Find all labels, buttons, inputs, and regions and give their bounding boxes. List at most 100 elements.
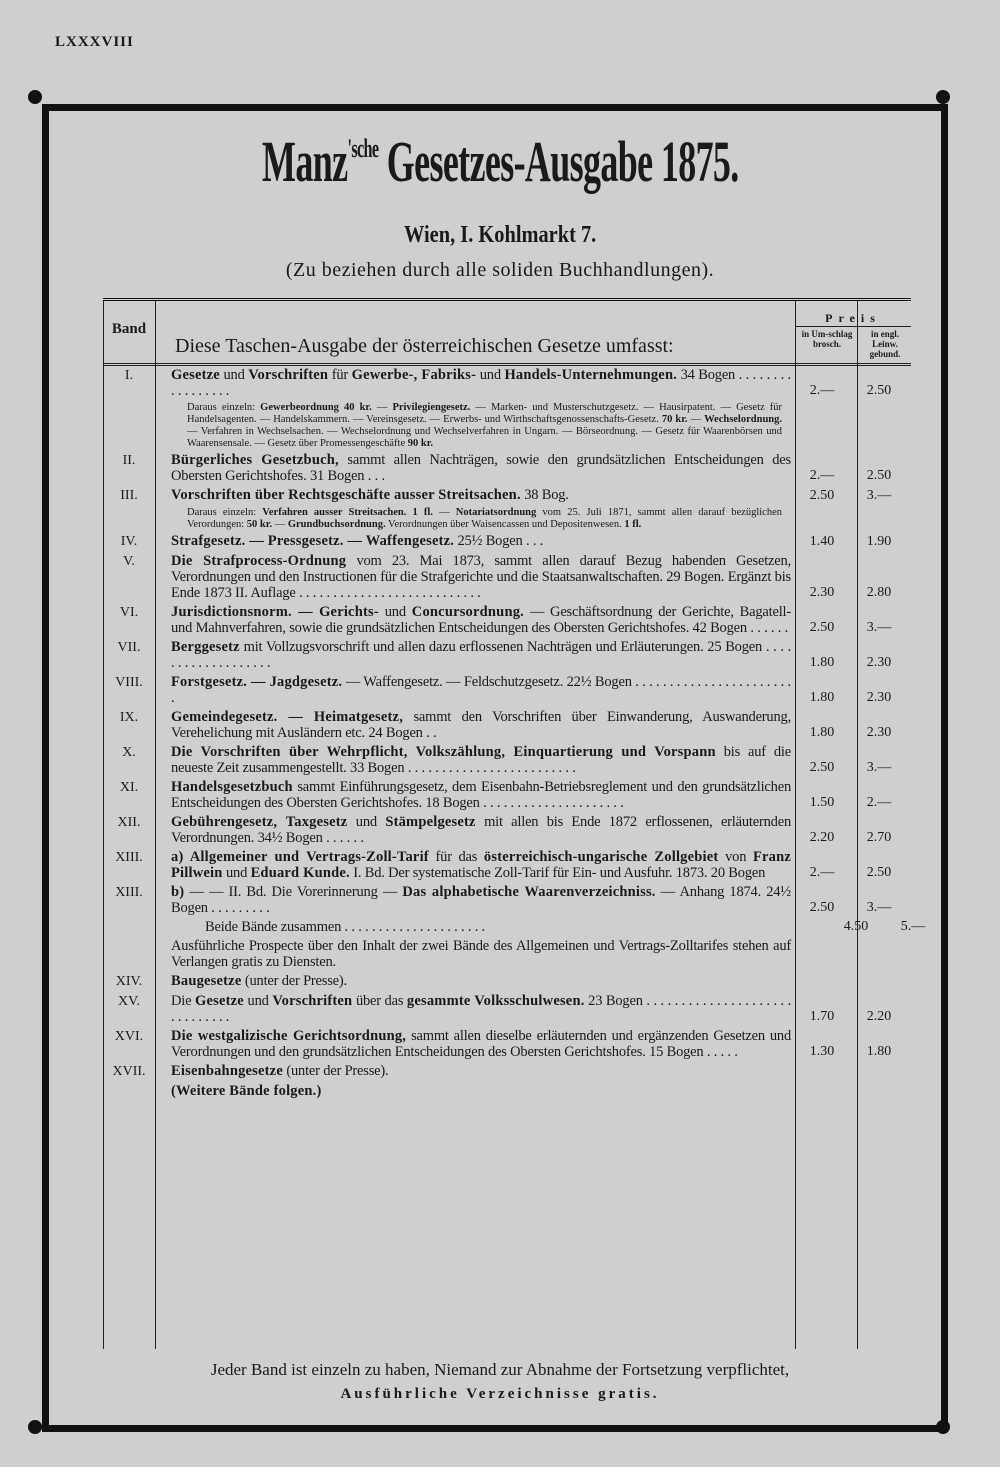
volume-row: XIII. b) — — II. Bd. Die Vorerinnerung — …: [103, 884, 911, 916]
text-segment: vom 25. Juli 1871, sammt allen darauf be…: [187, 507, 782, 530]
volume-row: II. Bürgerliches Gesetzbuch, sammt allen …: [103, 452, 911, 484]
text-segment: Die: [171, 993, 195, 1009]
text-segment: (Weitere Bände folgen.): [171, 1083, 322, 1099]
title-suffix: 'sche: [347, 134, 379, 163]
price-gebund: 2.30: [866, 655, 892, 670]
band-number: VIII.: [115, 675, 143, 690]
price-gebund: 2.50: [866, 383, 892, 398]
volume-description: Eisenbahngesetze (unter der Presse).: [155, 1063, 791, 1080]
volume-description: a) Allgemeiner und Vertrags-Zoll-Tarif f…: [155, 849, 791, 881]
volume-description: Baugesetze (unter der Presse).: [155, 973, 791, 990]
volume-row: XIV. Baugesetze (unter der Presse).: [103, 973, 911, 990]
text-segment: I. Bd. Der systematische Zoll-Tarif für …: [349, 865, 766, 881]
text-segment: sammt allen Nachträgen, sowie den grunds…: [171, 452, 791, 484]
price-gebund: 1.80: [866, 1044, 892, 1059]
band-number: XVI.: [114, 1029, 144, 1044]
price-gebund: 2.80: [866, 585, 892, 600]
price-gebund: 2.70: [866, 830, 892, 845]
volume-contents-note: Daraus einzeln: Verfahren ausser Streits…: [103, 507, 782, 531]
volume-description: Berggesetz mit Vollzugsvorschrift und al…: [155, 639, 791, 671]
text-segment: Gesetze: [194, 993, 244, 1009]
text-segment: sammt allen dieselbe erläuternden und er…: [171, 1028, 791, 1060]
text-segment: Eduard Kunde.: [250, 865, 350, 881]
price-brosch: 2.50: [809, 760, 835, 775]
text-segment: Vorschriften: [272, 993, 353, 1009]
text-segment: und: [378, 604, 412, 620]
table-intro: Diese Taschen-Ausgabe der österreichisch…: [175, 335, 674, 358]
page-number: LXXXVIII: [55, 34, 134, 50]
text-segment: 23 Bogen . . . . . . . . . . . . . . . .…: [171, 993, 791, 1025]
text-segment: Taschen-Ausgabe der österreichischen Ges…: [225, 335, 601, 357]
price-gebund: 3.—: [866, 900, 892, 915]
text-segment: Gesetze: [171, 367, 220, 383]
subtitle: (Zu beziehen durch alle soliden Buchhand…: [285, 259, 715, 281]
text-segment: 50 kr.: [246, 519, 273, 530]
band-number: XII.: [117, 815, 141, 830]
band-number: IX.: [119, 710, 139, 725]
volume-description: Die Gesetze und Vorschriften über das ge…: [155, 993, 791, 1025]
volume-description: Beide Bände zusammen . . . . . . . . . .…: [155, 919, 825, 935]
text-segment: —: [371, 402, 393, 413]
text-segment: mit Vollzugsvorschrift und allen dazu er…: [171, 639, 791, 671]
text-segment: Berggesetz: [171, 639, 240, 655]
price-column-header: Preis: [795, 311, 911, 327]
band-number: V.: [123, 554, 135, 569]
text-segment: — Waffengesetz. — Feldschutzgesetz. 22½ …: [171, 674, 791, 706]
text-segment: —: [687, 414, 705, 425]
price-gebund: 2.—: [866, 795, 892, 810]
volume-list: I. Gesetze und Vorschriften für Gewerbe-,…: [103, 367, 925, 1102]
price-brosch: 1.80: [809, 655, 835, 670]
volume-contents-note: Daraus einzeln: Gewerbeordnung 40 kr. — …: [103, 402, 782, 450]
text-segment: Franz Pillwein: [171, 849, 791, 881]
text-segment: Die Strafprocess-Ordnung: [171, 553, 347, 569]
volume-row: VII. Berggesetz mit Vollzugsvorschrift un…: [103, 639, 911, 671]
text-segment: 25½ Bogen . . .: [454, 533, 544, 549]
text-segment: Stämpelgesetz: [385, 814, 476, 830]
text-segment: Vorschriften: [248, 367, 329, 383]
volume-row: X. Die Vorschriften über Wehrpflicht, Vol…: [103, 744, 911, 776]
band-number: XVII.: [112, 1064, 146, 1079]
volume-row: XV. Die Gesetze und Vorschriften über das…: [103, 993, 911, 1025]
volume-description: Vorschriften über Rechtsgeschäfte ausser…: [155, 487, 791, 504]
price-gebund: 2.20: [866, 1009, 892, 1024]
text-segment: 34 Bogen . . . . . . . . . . . . . . . .…: [171, 367, 791, 399]
text-segment: Das alphabetische Waarenverzeichniss.: [402, 884, 656, 900]
volume-row: VIII. Forstgesetz. — Jagdgesetz. — Waffen…: [103, 674, 911, 706]
text-segment: Strafgesetz. — Pressgesetz. — Waffengese…: [171, 533, 455, 549]
text-segment: 90 kr.: [407, 438, 434, 449]
footer-note: Jeder Band ist einzeln zu haben, Niemand…: [210, 1360, 790, 1379]
price-gebund: 1.90: [866, 534, 892, 549]
text-segment: und: [243, 993, 273, 1009]
band-number: XI.: [119, 780, 139, 795]
volume-description: b) — — II. Bd. Die Vorerinnerung — Das a…: [155, 884, 791, 916]
text-segment: sammt den Vorschriften über Einwanderung…: [171, 709, 792, 741]
volume-description: (Weitere Bände folgen.): [155, 1083, 791, 1099]
title-name: Manz: [261, 129, 348, 194]
text-segment: Notariatsordnung: [455, 507, 537, 518]
price-gebund: 3.—: [866, 620, 892, 635]
publisher-address: Wien, I. Kohlmarkt 7.: [0, 222, 1000, 249]
volume-description: Strafgesetz. — Pressgesetz. — Waffengese…: [155, 533, 791, 550]
price-brosch: 1.80: [809, 725, 835, 740]
band-number: I.: [124, 368, 134, 383]
price-brosch: 4.50: [843, 919, 869, 934]
text-segment: Gebührengesetz, Taxgesetz: [171, 814, 348, 830]
volume-row: Beide Bände zusammen . . . . . . . . . .…: [103, 919, 925, 935]
price-brosch: 1.40: [809, 534, 835, 549]
text-segment: über das: [352, 993, 407, 1009]
price-brosch: 2.50: [809, 620, 835, 635]
frame-corner-ornament: [28, 90, 42, 104]
band-number: III.: [120, 488, 138, 503]
price-brosch: 2.30: [809, 585, 835, 600]
volume-description: Bürgerliches Gesetzbuch, sammt allen Nac…: [155, 452, 791, 484]
price-gebund-header: in engl. Leinw. gebund.: [869, 329, 901, 359]
price-brosch: 2.50: [809, 900, 835, 915]
band-number: XIII.: [115, 850, 143, 865]
text-segment: Die westgalizische Gerichtsordnung,: [171, 1028, 407, 1044]
text-segment: —: [432, 507, 456, 518]
text-segment: bis auf die neueste Zeit zusammengestell…: [171, 744, 791, 776]
text-segment: Eisenbahngesetze: [171, 1063, 283, 1079]
volume-row: I. Gesetze und Vorschriften für Gewerbe-,…: [103, 367, 911, 399]
price-brosch: 1.70: [809, 1009, 835, 1024]
volume-row: XII. Gebührengesetz, Taxgesetz und Stämpe…: [103, 814, 911, 846]
